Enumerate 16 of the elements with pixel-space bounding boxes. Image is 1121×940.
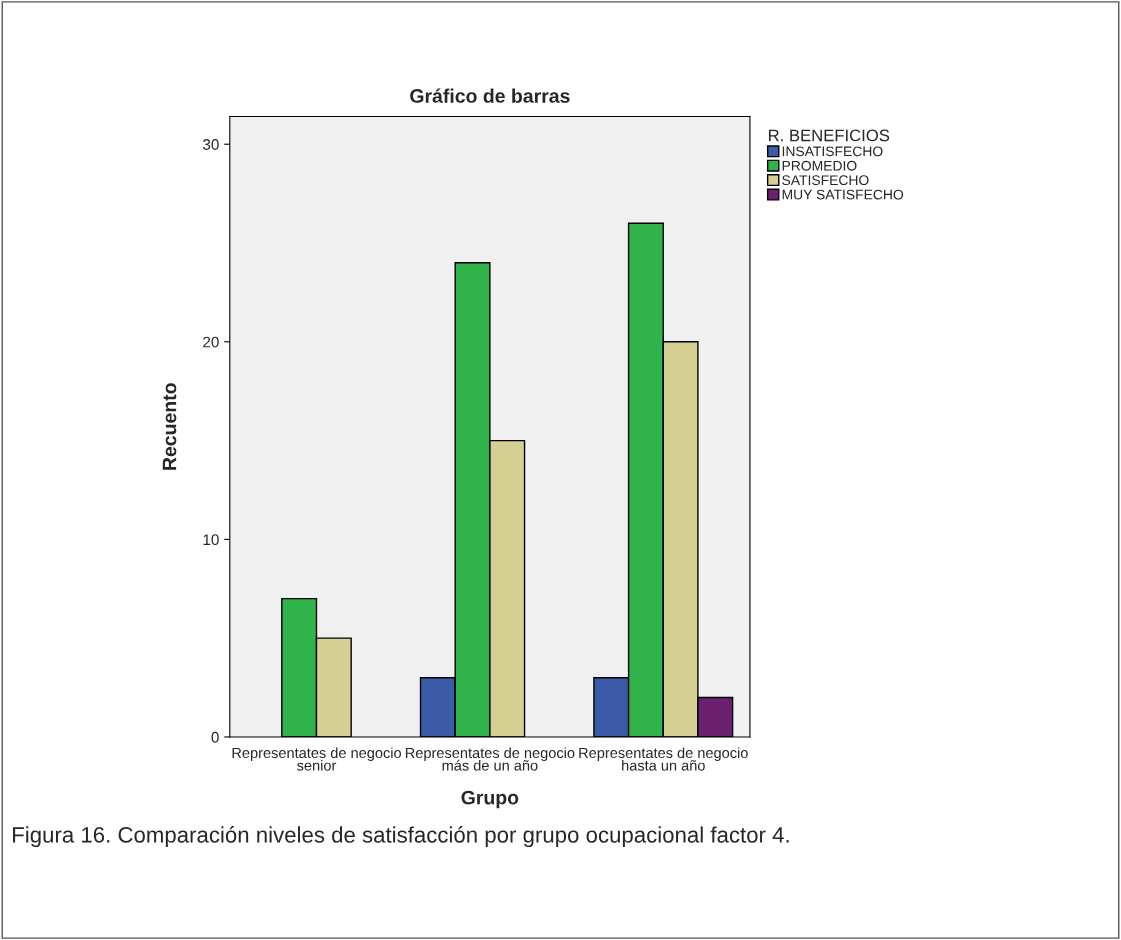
y-tick-label: 30: [202, 139, 219, 150]
x-axis-title: Grupo: [461, 790, 519, 809]
chart-title: Gráfico de barras: [410, 88, 570, 103]
x-tick-label: Representates de negocio hasta un año: [579, 747, 748, 771]
legend-label: SATISFECHO: [782, 175, 869, 186]
legend-label: MUY SATISFECHO: [782, 189, 904, 200]
legend-label: INSATISFECHO: [782, 146, 883, 157]
legend-label: PROMEDIO: [782, 160, 857, 171]
y-tick-label: 0: [211, 731, 219, 743]
x-tick-label: Representates de negocio senior: [232, 747, 402, 771]
text: Figura 16. Comparación niveles de satisfacción por grupo ocupacional factor 4.: [13, 826, 789, 848]
x-tick-label: Representates de negocio más de un año: [405, 747, 575, 771]
y-tick-label: 10: [203, 534, 219, 546]
y-tick-label: 20: [203, 336, 219, 348]
y-axis-title: Recuento: [162, 383, 177, 470]
legend-title: R. BENEFICIOS: [769, 129, 890, 142]
